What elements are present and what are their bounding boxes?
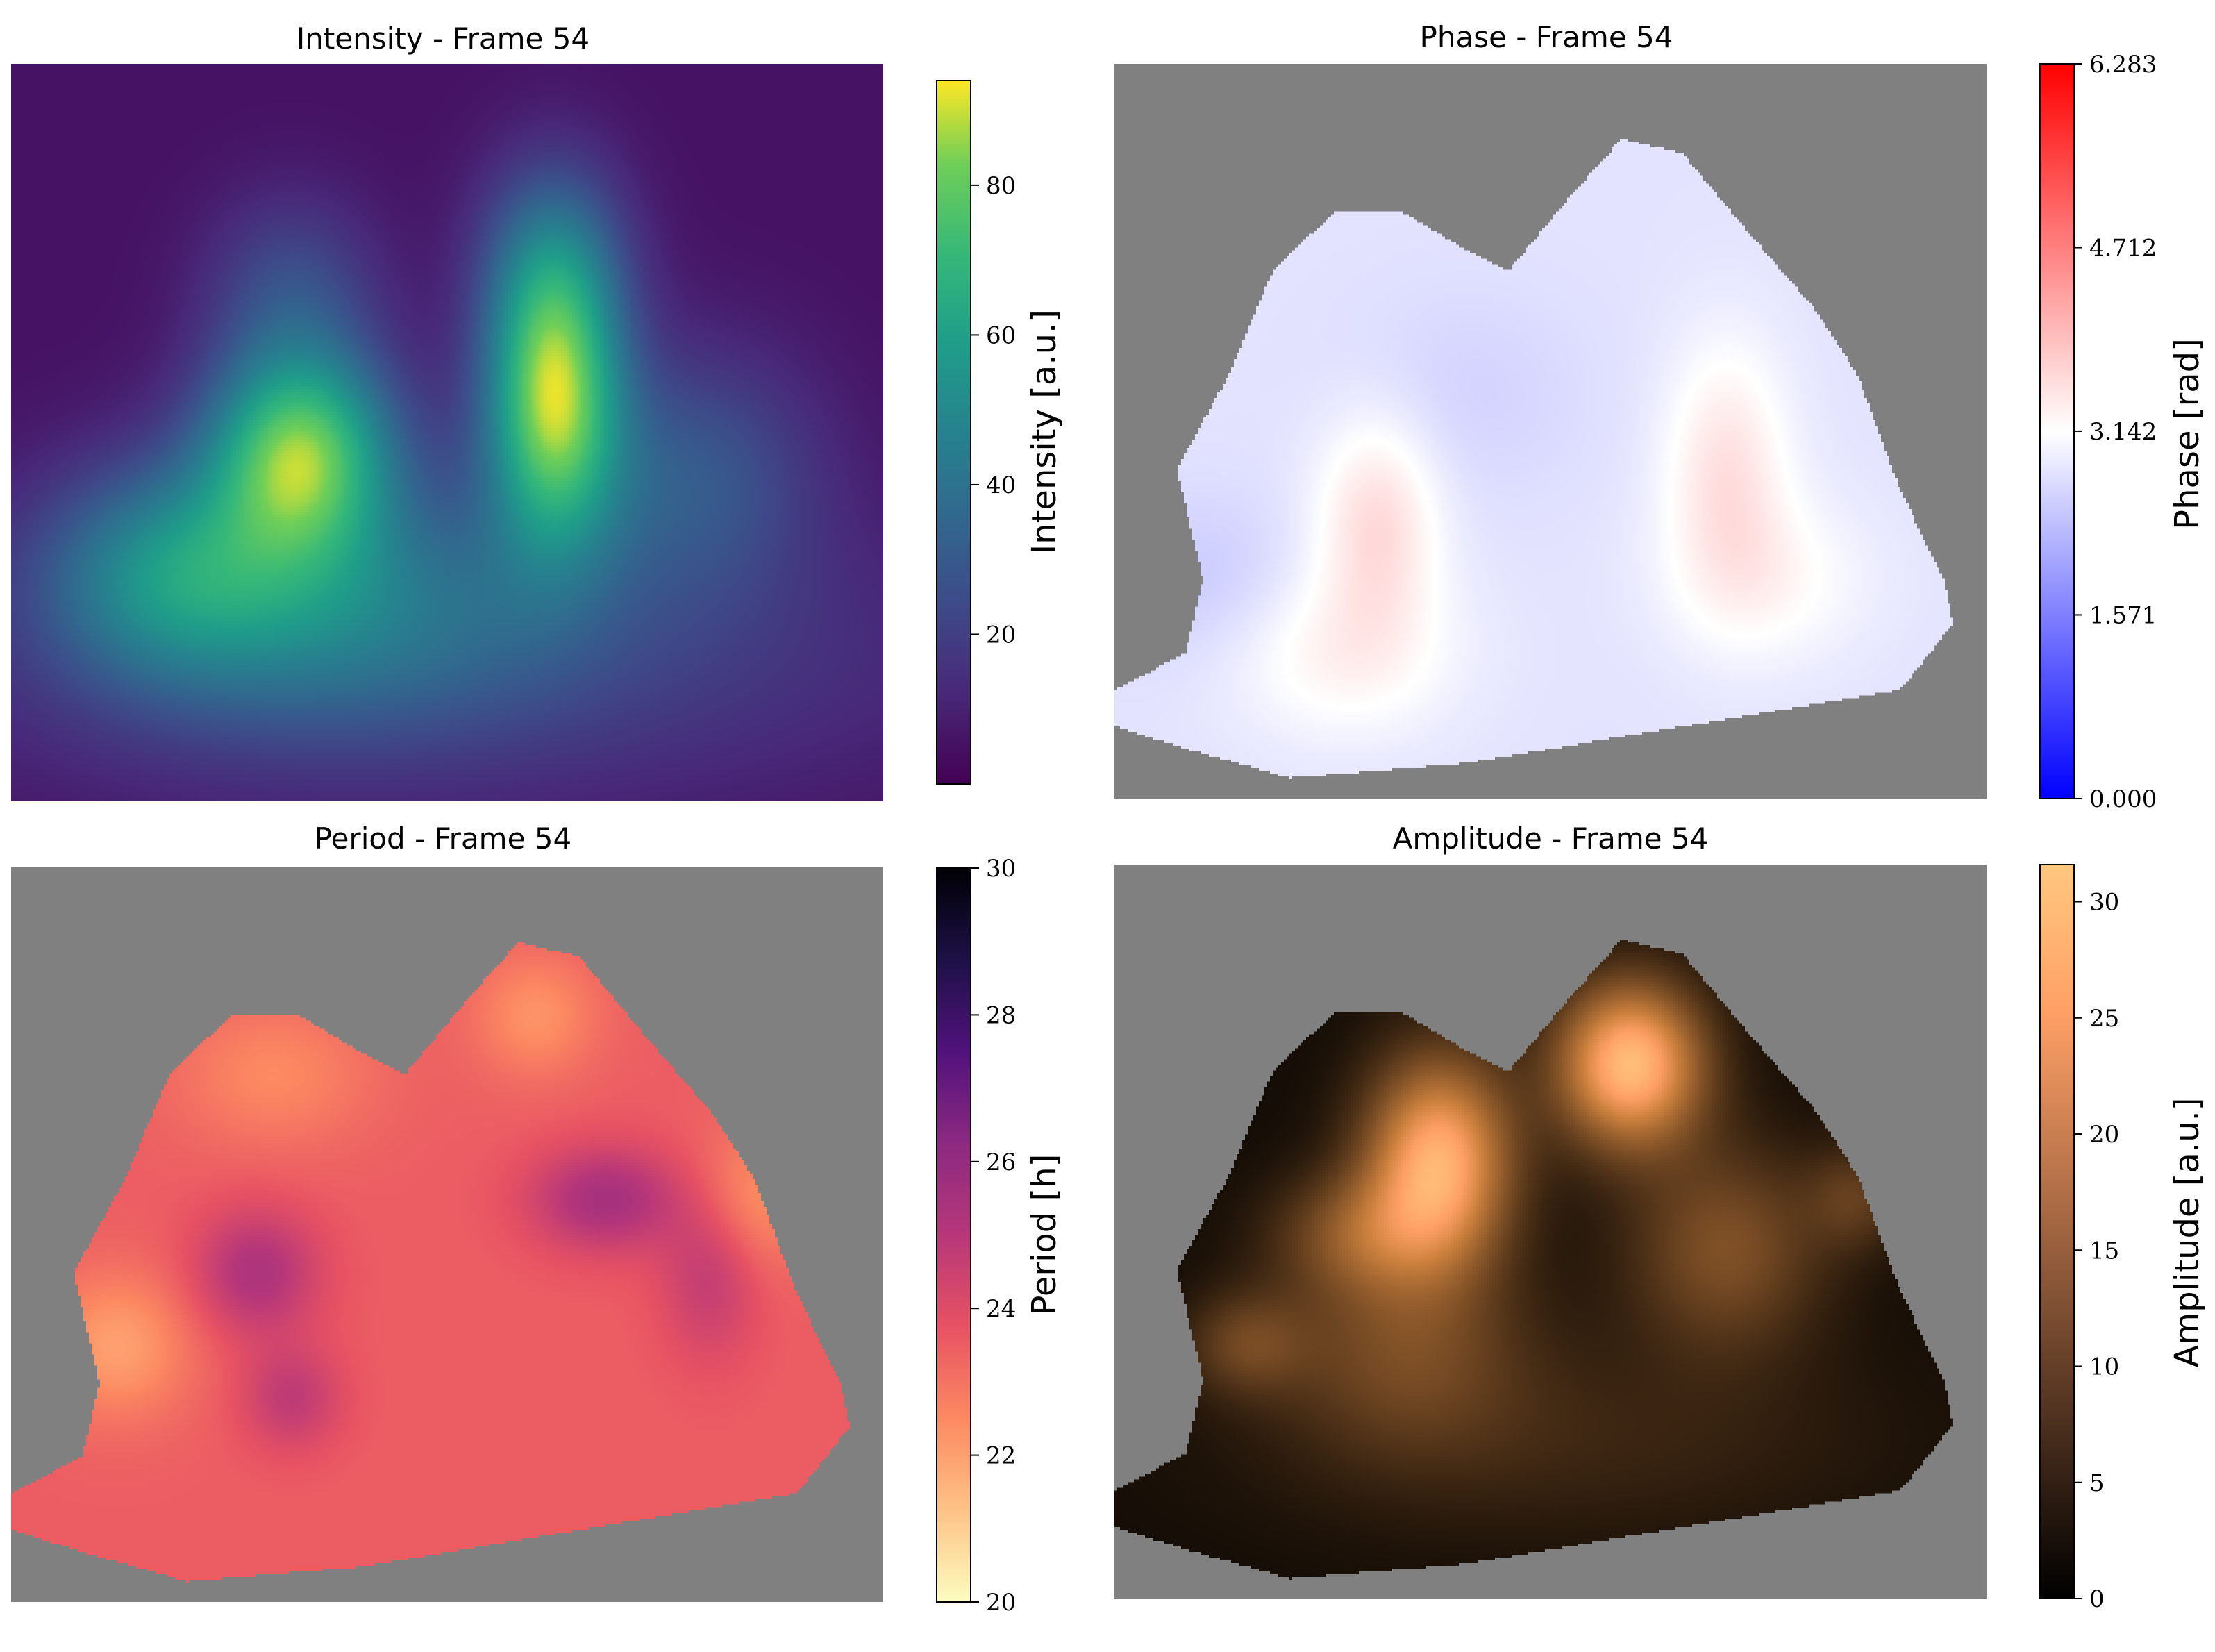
intensity-heatmap [11,64,883,801]
phase-colorbar [2039,63,2075,799]
period-colorbar [936,867,971,1603]
intensity-colorbar-label: Intensity [a.u.] [1025,310,1064,554]
period-colorbar-label: Period [h] [1025,1154,1064,1316]
colorbar-tick-label: 60 [986,322,1016,349]
colorbar-tick-label: 0 [2089,1585,2105,1613]
panel-amplitude: Amplitude - Frame 54 0 5 10 15 20 25 30 Amplit… [1114,821,2207,1613]
phase-colorbar-label: Phase [rad] [2168,338,2207,530]
intensity-colorbar [936,80,971,785]
colorbar-tick-label: 20 [986,621,1016,649]
amplitude-colorbar-ticks: 0 5 10 15 20 25 30 [2074,889,2119,1613]
colorbar-tick-label: 28 [986,1001,1016,1029]
amplitude-heatmap [1114,865,1987,1599]
colorbar-tick-label: 5 [2089,1469,2105,1497]
amplitude-colorbar [2039,864,2075,1599]
colorbar-tick-label: 24 [986,1295,1016,1323]
period-heatmap-frame [11,867,883,1602]
colorbar-tick-label: 6.283 [2089,51,2157,78]
colorbar-tick-label: 15 [2089,1237,2119,1265]
intensity-colorbar-ticks: 20 40 60 80 [971,172,1016,649]
colorbar-tick-label: 4.712 [2089,235,2157,262]
colorbar-tick-label: 25 [2089,1005,2119,1033]
colorbar-tick-label: 30 [2089,889,2119,917]
intensity-title: Intensity - Frame 54 [296,22,590,56]
period-colorbar-ticks: 20 22 24 26 28 30 [971,855,1016,1617]
amplitude-title: Amplitude - Frame 54 [1393,821,1709,856]
phase-colorbar-ticks: 0.000 1.571 3.142 4.712 6.283 [2074,51,2157,813]
colorbar-tick-label: 20 [2089,1121,2119,1149]
colorbar-tick-label: 22 [986,1442,1016,1470]
intensity-heatmap-frame [11,64,883,801]
amplitude-colorbar-label: Amplitude [a.u.] [2168,1097,2207,1367]
colorbar-tick-label: 30 [986,855,1016,883]
colorbar-tick-label: 0.000 [2089,785,2157,813]
panel-period: Period - Frame 54 20 22 24 26 28 30 Period [h… [11,821,1064,1617]
period-title: Period - Frame 54 [315,821,571,856]
phase-heatmap-frame [1114,64,1987,799]
colorbar-tick-label: 80 [986,172,1016,200]
amplitude-heatmap-frame [1114,865,1987,1599]
colorbar-tick-label: 20 [986,1589,1016,1617]
colorbar-tick-label: 10 [2089,1353,2119,1381]
colorbar-tick-label: 1.571 [2089,601,2157,629]
colorbar-tick-label: 3.142 [2089,418,2157,446]
phase-heatmap [1114,64,1987,799]
colorbar-tick-label: 26 [986,1149,1016,1176]
panel-phase: Phase - Frame 54 0.000 1.571 3.142 4.712 6.2… [1114,20,2207,813]
period-heatmap [11,867,883,1602]
colorbar-tick-label: 40 [986,472,1016,499]
phase-title: Phase - Frame 54 [1420,20,1673,54]
panel-intensity: Intensity - Frame 54 20 40 60 80 Intensity … [11,22,1064,801]
